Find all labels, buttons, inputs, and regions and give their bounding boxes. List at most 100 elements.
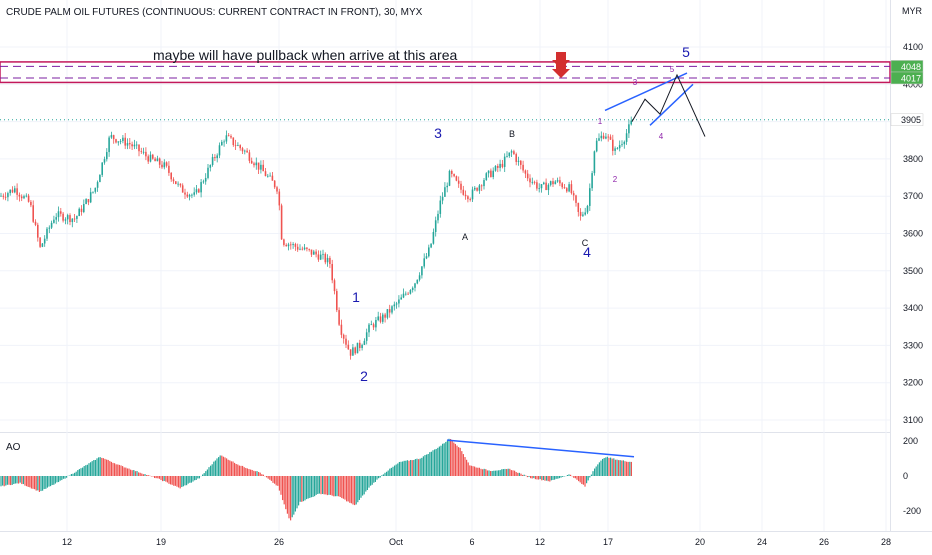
ao-bar [364, 476, 365, 494]
ao-bar [532, 476, 533, 478]
ao-bar [472, 466, 473, 476]
candle-body [601, 136, 603, 138]
candle-body [58, 211, 60, 217]
candle-body [164, 162, 166, 167]
candle-body [497, 166, 499, 168]
ao-bar [594, 469, 595, 476]
candle-body [72, 219, 74, 222]
candle-body [407, 294, 409, 295]
time-tick-label: Oct [389, 537, 404, 547]
ao-bar [584, 476, 585, 487]
ao-bar [66, 476, 67, 478]
ao-bar [616, 460, 617, 476]
ao-bar [496, 470, 497, 476]
candle-body [12, 190, 14, 193]
candle-body [492, 171, 494, 177]
ao-bar [511, 470, 512, 476]
ao-bar [202, 475, 203, 476]
ao-bar [453, 443, 454, 476]
ao-bar [562, 476, 563, 477]
candle-body [520, 161, 522, 165]
chart-title: CRUDE PALM OIL FUTURES (CONTINUOUS: CURR… [6, 7, 423, 18]
candle-body [32, 205, 34, 222]
ao-bar [608, 458, 609, 476]
ao-bar [207, 469, 208, 476]
price-tick-label: 4100 [903, 42, 923, 52]
candle-body [295, 244, 297, 247]
candle-body [331, 264, 333, 280]
ao-bar [336, 476, 337, 496]
ao-bar [298, 476, 299, 505]
ao-bar [349, 476, 350, 503]
ao-bar [247, 468, 248, 476]
candle-body [83, 204, 85, 212]
ao-bar [301, 476, 302, 502]
candle-body [566, 188, 568, 191]
price-tick-label: 3200 [903, 378, 923, 388]
candle-body [283, 239, 285, 245]
ao-bar [316, 476, 317, 495]
candle-body [325, 254, 327, 262]
candle-body [216, 155, 218, 158]
ao-bar [324, 476, 325, 494]
ao-bar [618, 460, 619, 476]
ao-bar [508, 469, 509, 476]
candle-body [550, 181, 552, 185]
candle-body [21, 197, 23, 199]
ao-bar [287, 476, 288, 514]
candle-body [504, 157, 506, 167]
candle-body [203, 181, 205, 182]
ao-bar [599, 462, 600, 476]
ao-bar [229, 460, 230, 476]
candle-body [361, 345, 363, 348]
ao-bar [32, 476, 33, 489]
ao-bar [239, 466, 240, 476]
time-tick-label: 20 [695, 537, 705, 547]
candle-body [299, 249, 301, 250]
ao-bar [277, 476, 278, 486]
ao-bar [128, 469, 129, 476]
candle-body [359, 343, 361, 348]
candle-body [207, 168, 209, 178]
ao-bar [269, 476, 270, 480]
candle-body [389, 309, 391, 312]
ao-bar [340, 476, 341, 497]
ao-bar [271, 476, 272, 481]
ao-bar [367, 476, 368, 490]
ao-bar [519, 473, 520, 476]
ao-bar [173, 476, 174, 486]
ao-bar [4, 476, 5, 486]
candle-body [543, 183, 545, 185]
ao-bar [580, 476, 581, 482]
ao-bar [557, 476, 558, 479]
ao-bar [575, 476, 576, 478]
ao-bar [621, 461, 622, 476]
wave-label: 3 [633, 78, 638, 87]
candle-body [49, 228, 51, 229]
ao-bar [408, 461, 409, 476]
ao-bar [376, 476, 377, 480]
candle-body [348, 345, 350, 350]
ao-bar [330, 476, 331, 495]
ao-bar [551, 476, 552, 480]
ao-bar [514, 471, 515, 476]
ao-bar [567, 475, 568, 476]
candle-body [329, 258, 331, 264]
ao-bar [319, 476, 320, 494]
candle-body [486, 173, 488, 180]
candle-body [387, 309, 389, 318]
candle-body [382, 315, 384, 322]
candle-body [334, 280, 336, 291]
ao-bar [45, 476, 46, 489]
candle-body [580, 212, 582, 216]
candle-body [235, 145, 237, 146]
candle-body [617, 148, 619, 149]
candle-body [476, 188, 478, 191]
candle-body [9, 190, 11, 193]
candle-body [405, 294, 407, 295]
ao-bar [111, 462, 112, 476]
candle-body [53, 220, 55, 223]
ao-bar [498, 470, 499, 476]
